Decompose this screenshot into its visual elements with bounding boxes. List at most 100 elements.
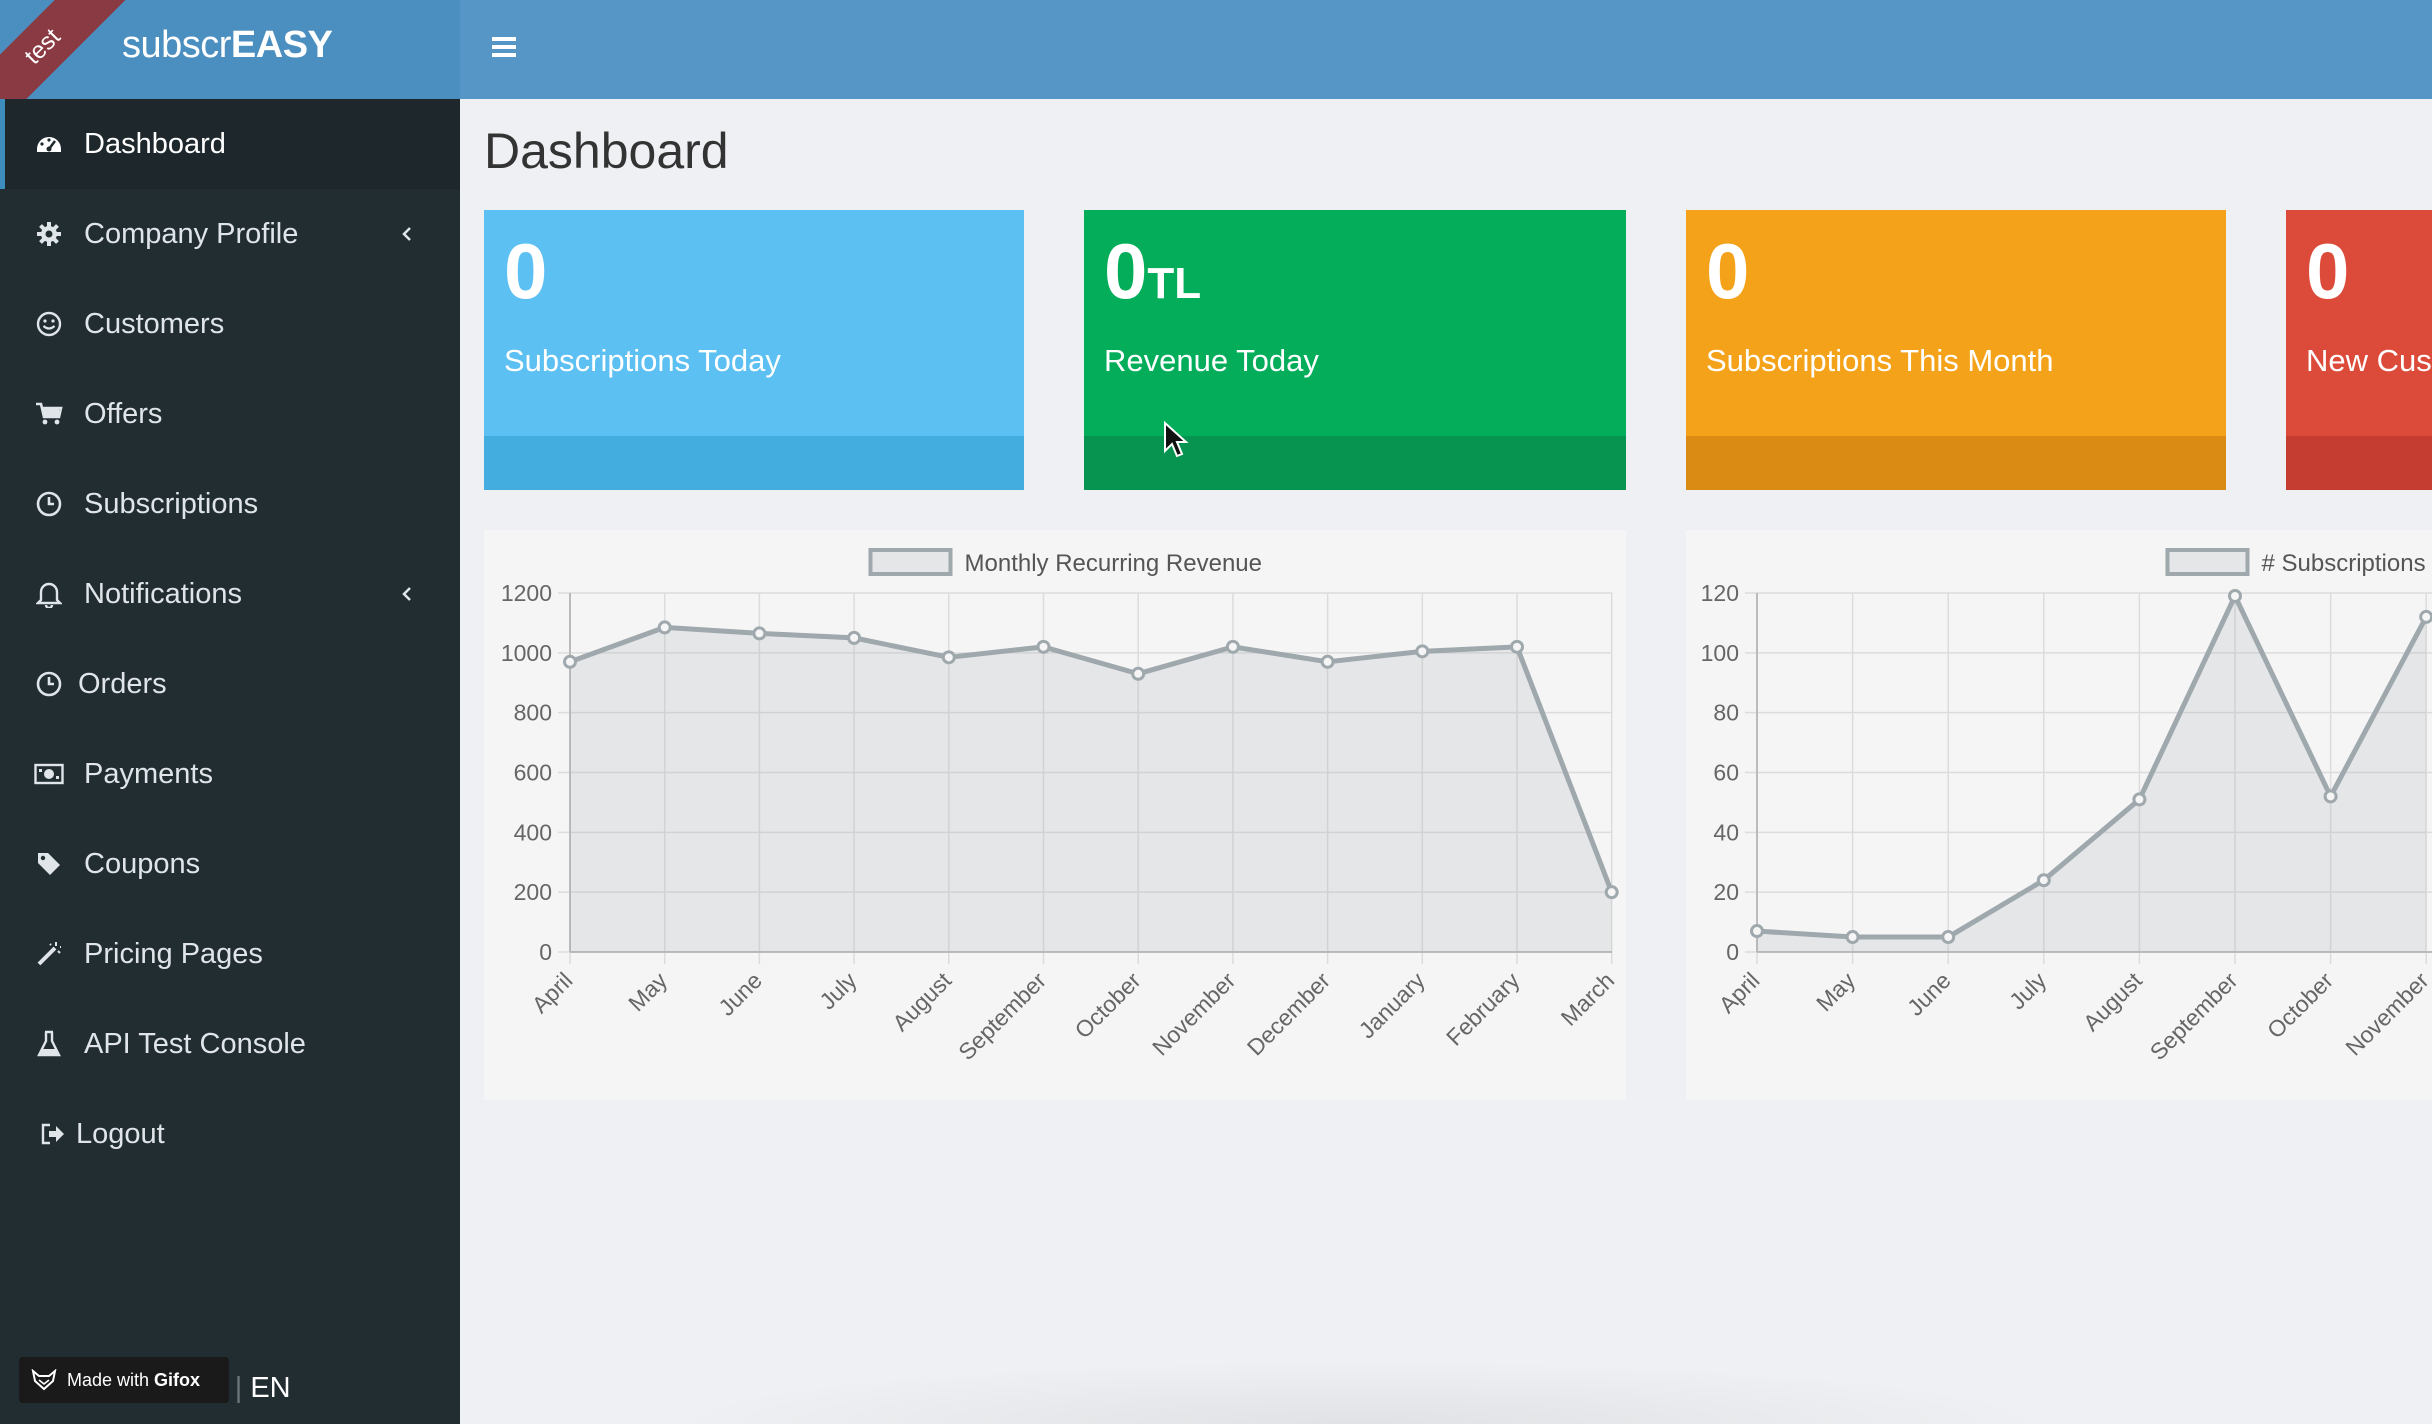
page-title: Dashboard — [484, 123, 729, 179]
sidebar-item-label: Subscriptions — [84, 487, 259, 520]
sidebar-item-label: Dashboard — [84, 127, 226, 160]
sidebar-item-dashboard[interactable]: Dashboard — [0, 99, 460, 189]
sidebar-item-label: Company Profile — [84, 217, 299, 250]
data-point — [657, 620, 672, 635]
data-point — [2132, 792, 2147, 807]
stat-value: 0TL — [1104, 227, 1202, 315]
watermark-prefix: Made with — [67, 1369, 150, 1390]
x-tick-label: July — [2004, 967, 2052, 1015]
x-tick-label: July — [814, 967, 862, 1015]
sidebar-item-payments[interactable]: Payments — [0, 729, 460, 819]
sidebar-item-logout[interactable]: Logout — [0, 1089, 460, 1179]
y-tick-label: 1000 — [501, 640, 552, 666]
bell-icon — [34, 579, 64, 609]
x-tick-label: November — [1147, 967, 1241, 1061]
sidebar-item-company-profile[interactable]: Company Profile — [0, 189, 460, 279]
gifox-watermark: Made with Gifox — [19, 1357, 229, 1403]
series-line — [1756, 593, 2429, 940]
y-tick-label: 20 — [1713, 879, 1739, 905]
x-tick-label: August — [887, 967, 956, 1036]
data-point — [1941, 930, 1956, 945]
clock-icon — [34, 669, 64, 699]
y-tick-label: 800 — [514, 700, 552, 726]
sidebar-item-api-test-console[interactable]: API Test Console — [0, 999, 460, 1089]
sidebar-item-coupons[interactable]: Coupons — [0, 819, 460, 909]
legend-swatch — [868, 548, 953, 576]
x-tick-label: October — [2262, 967, 2338, 1043]
x-tick-label: March — [1556, 967, 1620, 1031]
dashboard-icon — [34, 129, 64, 159]
sidebar-item-customers[interactable]: Customers — [0, 279, 460, 369]
x-tick-label: August — [2078, 967, 2147, 1036]
stat-box-subscriptions-this-month[interactable]: 0 Subscriptions This Month — [1686, 210, 2226, 490]
stat-value: 0 — [504, 227, 548, 315]
y-tick-label: 200 — [514, 879, 552, 905]
stat-box-footer[interactable] — [1686, 436, 2226, 490]
stat-label: Revenue Today — [1104, 343, 1319, 378]
sidebar-item-pricing-pages[interactable]: Pricing Pages — [0, 909, 460, 999]
sidebar-item-notifications[interactable]: Notifications — [0, 549, 460, 639]
data-point — [2036, 873, 2051, 888]
sidebar-item-label: Coupons — [84, 847, 201, 880]
chart-panel-subscriptions: 0 20 40 60 80 100 120 April May June July August Sep… — [1686, 530, 2432, 1100]
stat-box-subscriptions-today[interactable]: 0 Subscriptions Today — [484, 210, 1024, 490]
sidebar-item-offers[interactable]: Offers — [0, 369, 460, 459]
y-tick-label: 1200 — [501, 580, 552, 606]
sign-out-icon — [38, 1119, 68, 1149]
legend-label: Monthly Recurring Revenue — [965, 550, 1262, 577]
smile-icon — [34, 309, 64, 339]
stat-label: Subscriptions This Month — [1706, 343, 2054, 378]
x-tick-label: June — [713, 967, 767, 1021]
x-tick-label: October — [1069, 967, 1145, 1043]
stat-label: Subscriptions Today — [504, 343, 781, 378]
sidebar-item-label: Notifications — [84, 577, 242, 610]
x-tick-label: September — [953, 967, 1051, 1065]
money-icon — [34, 759, 64, 789]
x-tick-label: April — [527, 967, 578, 1018]
data-point — [1845, 930, 1860, 945]
sidebar-item-subscriptions[interactable]: Subscriptions — [0, 459, 460, 549]
data-point — [2419, 609, 2432, 624]
top-navbar — [460, 0, 2432, 99]
flask-icon — [34, 1029, 64, 1059]
bottom-shadow — [660, 1360, 2060, 1424]
lang-separator: | — [234, 1372, 243, 1404]
magic-wand-icon — [34, 939, 64, 969]
y-tick-label: 100 — [1701, 640, 1739, 666]
x-tick-label: February — [1441, 967, 1525, 1051]
data-point — [563, 654, 577, 669]
sidebar-toggle-icon[interactable] — [490, 34, 524, 66]
stat-box-footer[interactable] — [2286, 436, 2432, 490]
x-tick-label: December — [1242, 967, 1336, 1061]
x-tick-label: November — [2340, 967, 2432, 1061]
sidebar-item-label: Offers — [84, 397, 163, 430]
stat-value: 0 — [2306, 227, 2350, 315]
x-tick-label: June — [1902, 967, 1956, 1021]
logo[interactable]: test subscrEASY — [0, 0, 460, 99]
sidebar-item-label: Logout — [76, 1117, 165, 1150]
fox-icon — [31, 1369, 57, 1391]
stat-box-new-customers[interactable]: 0 New Cust — [2286, 210, 2432, 490]
data-point — [1510, 639, 1524, 654]
gear-icon — [34, 219, 64, 249]
x-tick-label: May — [623, 967, 672, 1016]
data-point — [1750, 924, 1764, 939]
brand-logo-text: subscrEASY — [122, 24, 333, 66]
y-tick-label: 600 — [514, 760, 552, 786]
lang-en-link[interactable]: EN — [250, 1372, 291, 1404]
series-area — [570, 627, 1612, 952]
stat-box-footer[interactable] — [484, 436, 1024, 490]
x-tick-label: January — [1354, 967, 1431, 1044]
mrr-line-chart: 0 200 400 600 800 1000 1200 April May June July Aug… — [501, 548, 1620, 1065]
sidebar-item-orders[interactable]: Orders — [0, 639, 460, 729]
data-point — [1604, 885, 1619, 900]
environment-ribbon: test — [0, 0, 135, 99]
x-tick-label: April — [1714, 967, 1765, 1018]
sidebar-item-label: Payments — [84, 757, 213, 790]
mouse-cursor-icon — [1164, 421, 1189, 458]
x-tick-label: May — [1811, 967, 1860, 1016]
tag-icon — [34, 849, 64, 879]
y-tick-label: 0 — [539, 939, 552, 965]
data-point — [941, 650, 956, 665]
data-point — [1415, 644, 1430, 659]
